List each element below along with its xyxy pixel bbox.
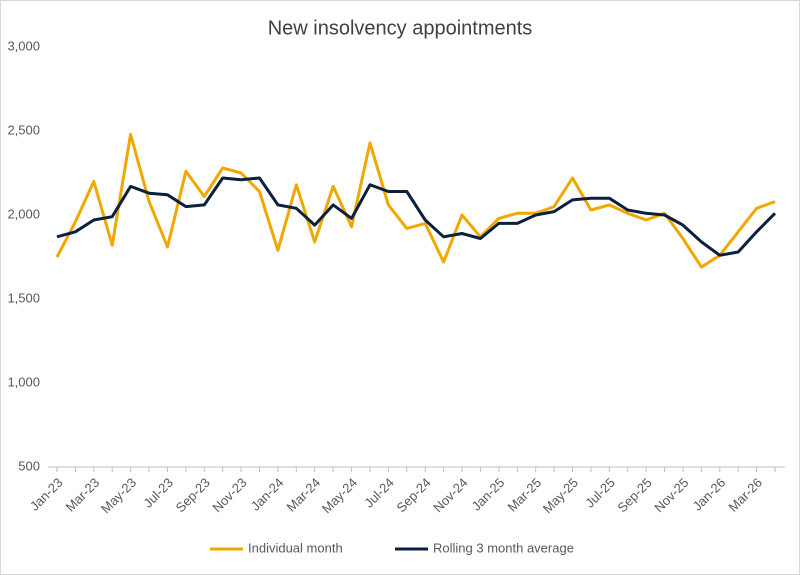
data-line (56, 176, 777, 257)
data-line (55, 132, 776, 269)
y-tick-label: 1,000 (7, 374, 40, 389)
y-tick-label: 1,500 (7, 290, 40, 305)
legend-label: Individual month (248, 540, 343, 555)
y-tick-label: 2,000 (7, 206, 40, 221)
legend-label: Rolling 3 month average (433, 540, 574, 555)
y-tick-label: 2,500 (7, 122, 40, 137)
chart-title: New insolvency appointments (268, 17, 533, 39)
y-tick-label: 500 (18, 458, 40, 473)
y-tick-label: 3,000 (7, 38, 40, 53)
